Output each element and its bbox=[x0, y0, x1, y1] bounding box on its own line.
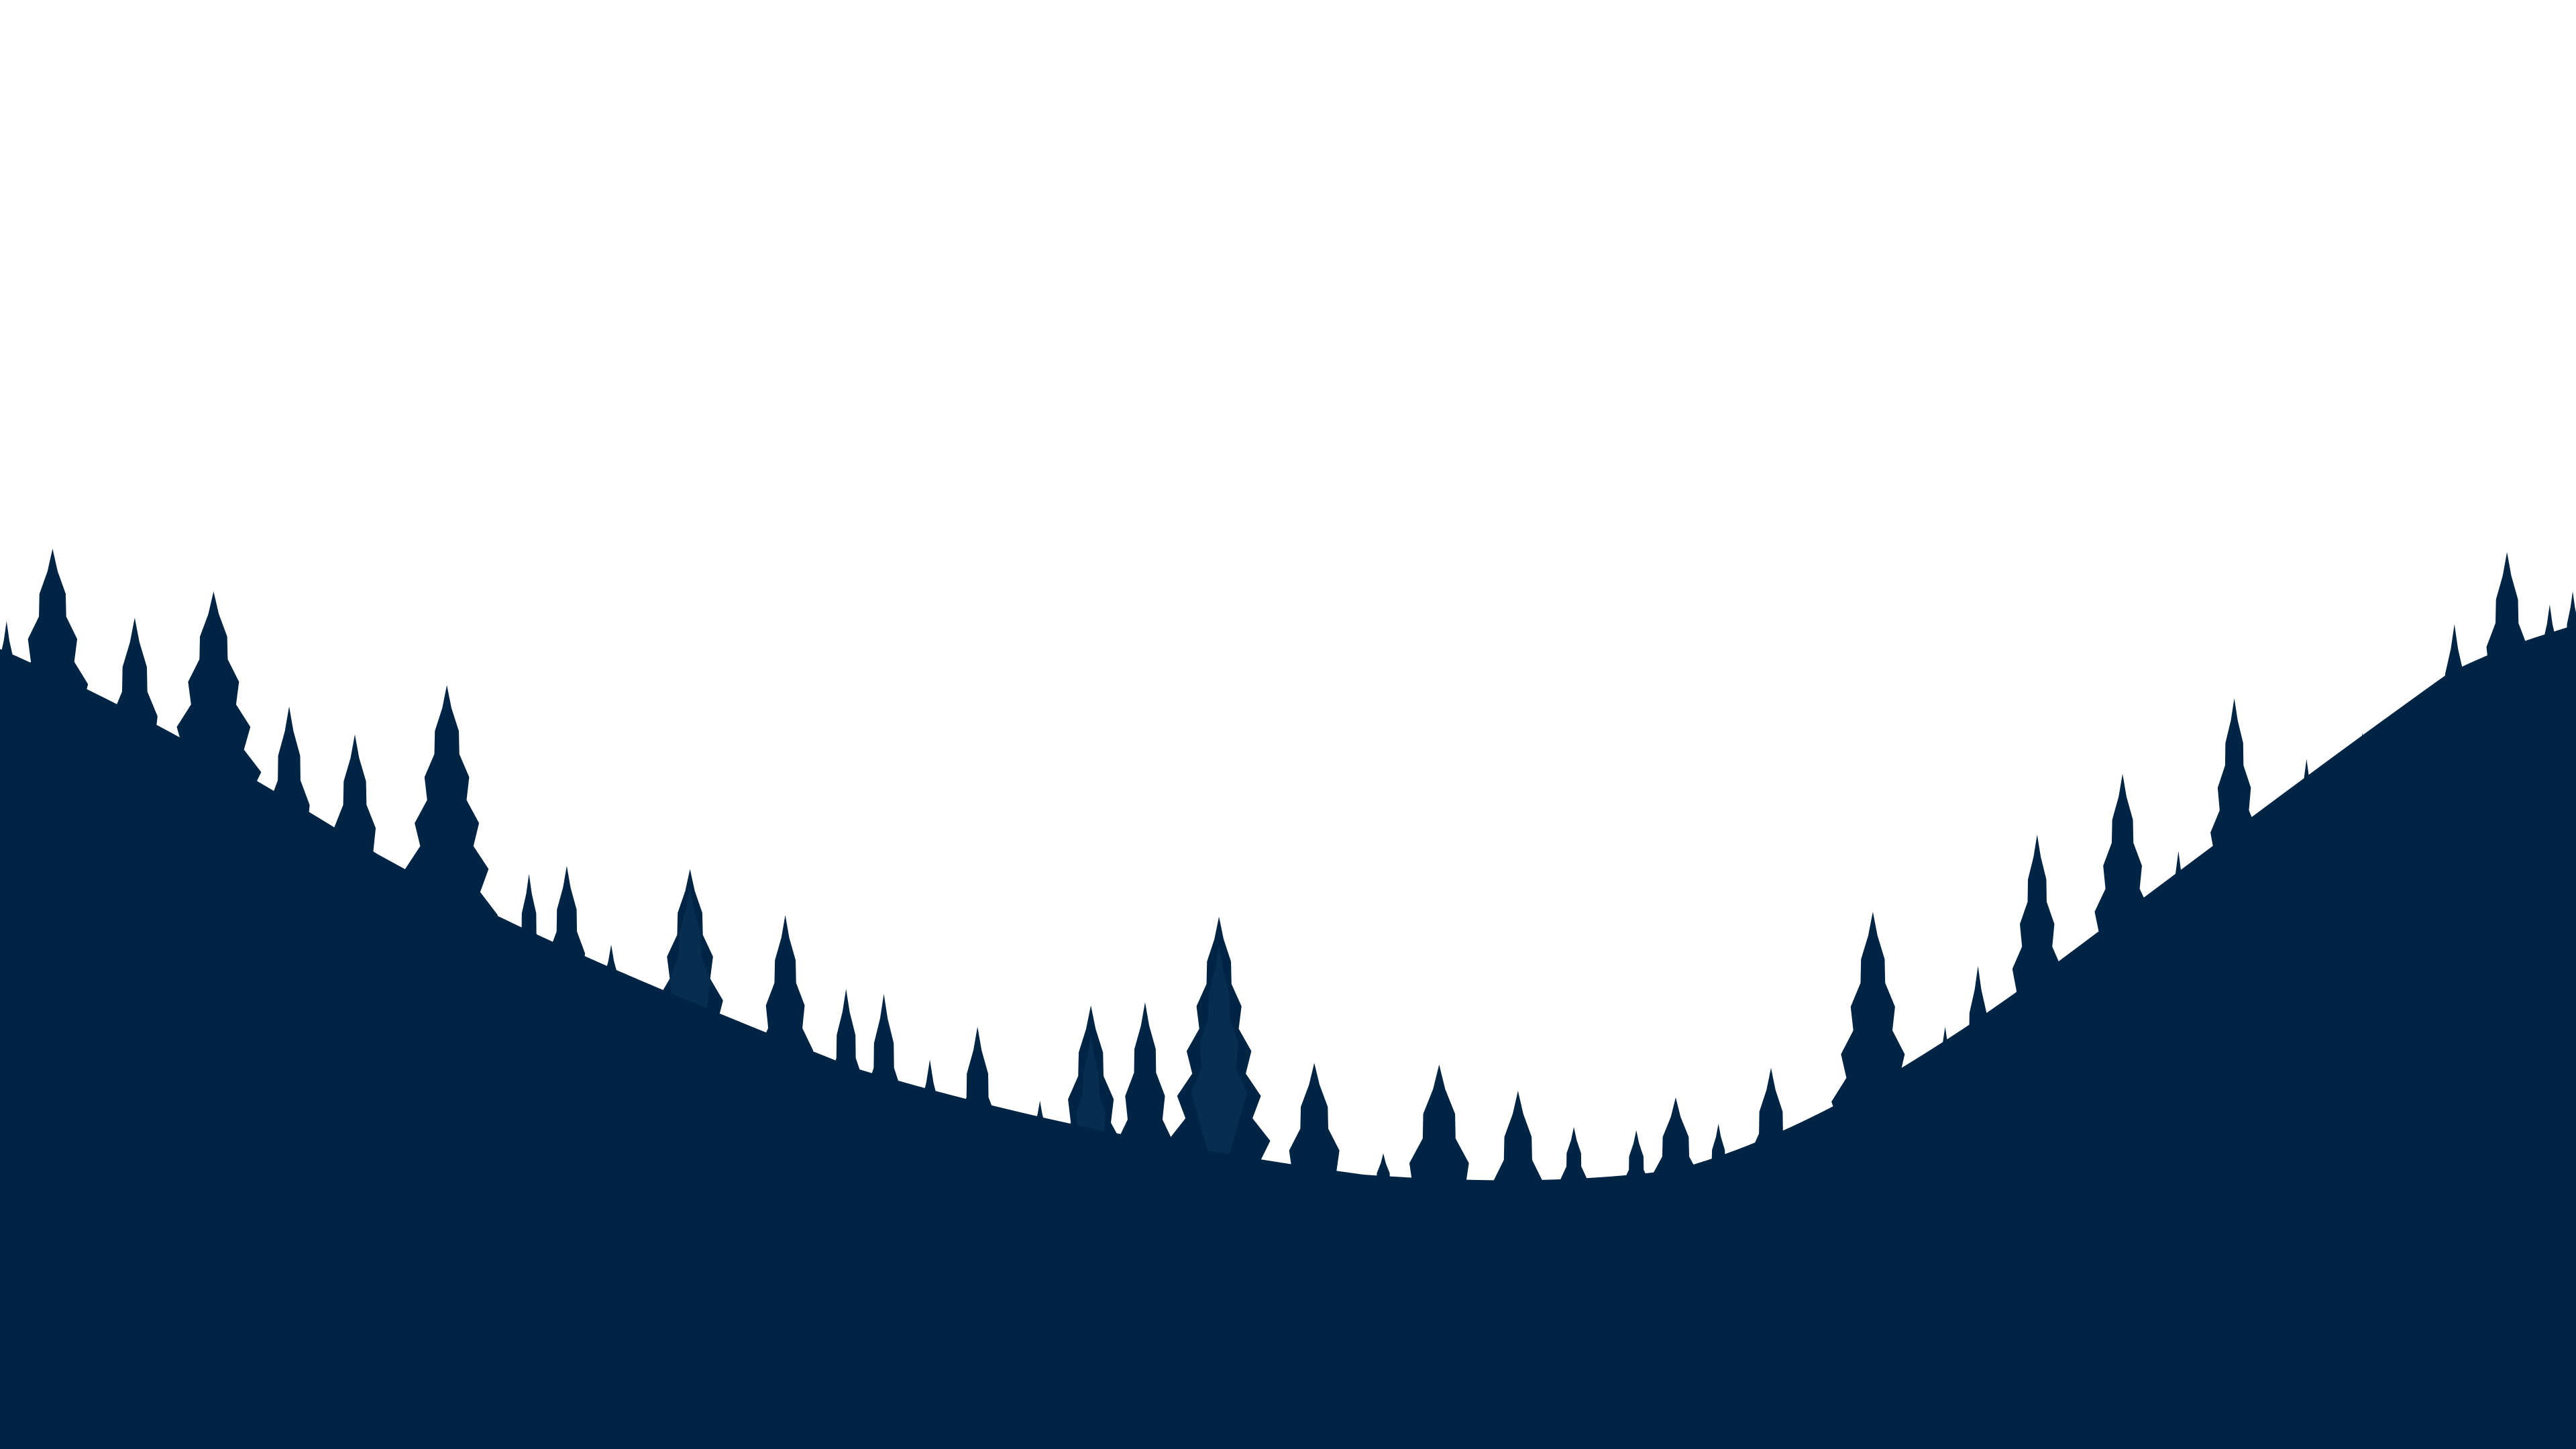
ground-mass bbox=[0, 624, 2576, 1449]
pine-tree bbox=[1191, 938, 1247, 1191]
pine-tree bbox=[669, 880, 710, 1101]
